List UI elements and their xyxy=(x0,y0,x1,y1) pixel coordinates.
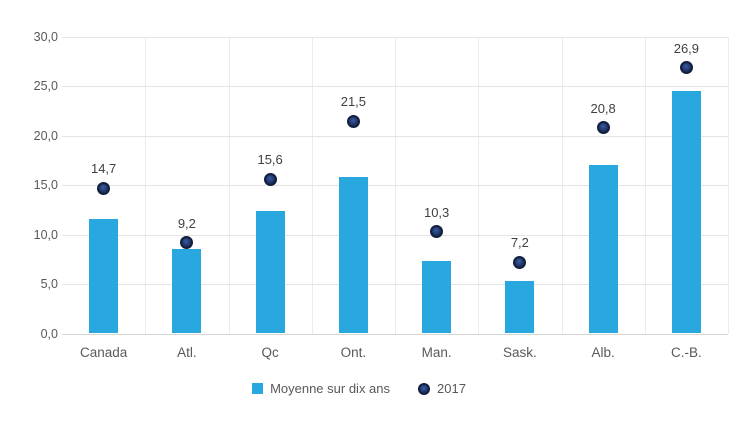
bar-atl xyxy=(172,248,202,334)
data-label: 26,9 xyxy=(673,40,700,56)
legend-label-2017: 2017 xyxy=(437,381,466,396)
dot-sask xyxy=(513,255,527,269)
horizontal-gridline xyxy=(62,284,728,286)
legend-item-moyenne: Moyenne sur dix ans xyxy=(252,381,390,396)
horizontal-gridline xyxy=(62,333,728,335)
data-label: 7,2 xyxy=(510,235,529,251)
bar-sask xyxy=(505,281,535,334)
y-tick-label: 5,0 xyxy=(40,277,58,292)
dot-canada xyxy=(97,181,111,195)
horizontal-gridline xyxy=(62,37,728,38)
dot-ont xyxy=(346,114,360,128)
horizontal-gridline xyxy=(62,234,728,236)
x-tick-label: Canada xyxy=(79,345,128,360)
x-tick-label: C.-B. xyxy=(670,345,702,360)
y-tick-label: 15,0 xyxy=(33,178,58,193)
y-tick-label: 0,0 xyxy=(40,326,58,341)
bar-alb xyxy=(588,165,618,334)
horizontal-gridline xyxy=(62,185,728,187)
bar-man xyxy=(422,261,452,334)
x-tick-label: Atl. xyxy=(177,345,197,360)
bar-cb xyxy=(671,91,701,334)
horizontal-gridline xyxy=(62,86,728,88)
x-tick-label: Alb. xyxy=(591,345,615,360)
y-tick-label: 25,0 xyxy=(33,79,58,94)
dot-atl xyxy=(180,236,194,250)
data-label: 21,5 xyxy=(340,94,367,109)
dot-man xyxy=(430,225,444,239)
legend: Moyenne sur dix ans 2017 xyxy=(0,381,750,396)
dot-cb xyxy=(679,61,693,75)
dot-qc xyxy=(263,172,277,186)
data-label: 20,8 xyxy=(590,100,616,116)
dot-alb xyxy=(596,121,610,135)
bar-qc xyxy=(255,210,285,334)
data-label: 14,7 xyxy=(90,161,117,177)
horizontal-gridline xyxy=(62,135,728,137)
vertical-gridline xyxy=(728,37,729,334)
x-tick-label: Man. xyxy=(421,345,452,360)
legend-label-moyenne: Moyenne sur dix ans xyxy=(270,381,391,396)
bar-canada xyxy=(89,218,119,334)
bar-ont xyxy=(338,177,368,334)
bar-series-marker-icon xyxy=(252,383,264,394)
data-label: 10,3 xyxy=(423,204,450,220)
y-tick-label: 30,0 xyxy=(33,30,58,44)
data-label: 9,2 xyxy=(177,215,196,231)
x-tick-label: Qc xyxy=(261,345,279,360)
x-tick-label: Ont. xyxy=(340,345,367,360)
y-tick-label: 10,0 xyxy=(33,227,58,242)
data-label: 15,6 xyxy=(257,152,283,168)
x-tick-label: Sask. xyxy=(502,345,537,360)
dot-series-marker-icon xyxy=(418,382,431,395)
y-tick-label: 20,0 xyxy=(33,128,58,143)
legend-item-2017: 2017 xyxy=(418,381,466,396)
